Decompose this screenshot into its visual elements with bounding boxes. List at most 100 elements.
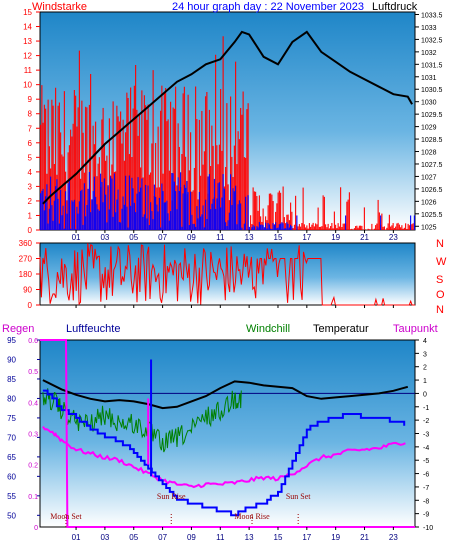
- right-tick-label: 1032.5: [421, 37, 443, 44]
- panel3-background: [39, 339, 416, 528]
- right-tick-label: 1030.5: [421, 87, 443, 94]
- temp-tick-label: -1: [423, 405, 429, 412]
- legend-temperatur: Temperatur: [313, 323, 369, 335]
- humidity-tick-label: 90: [7, 355, 16, 364]
- right-axis-label: Luftdruck: [372, 1, 418, 13]
- temp-tick-label: -9: [423, 512, 429, 519]
- left-axis-label: Windstarke: [32, 1, 87, 13]
- compass-letter: N: [436, 238, 444, 250]
- temp-tick-label: -2: [423, 418, 429, 425]
- dir-tick-label: 360: [19, 239, 33, 248]
- legend-taupunkt: Taupunkt: [393, 323, 438, 335]
- right-tick-label: 1025: [421, 224, 437, 231]
- chart-title: 24 hour graph day : 22 November 2023: [172, 1, 364, 13]
- p3-x-tick-label: 13: [245, 533, 254, 542]
- panel1-background: [39, 11, 416, 231]
- wind-bars-layer: [40, 36, 415, 230]
- left-tick-label: 6: [28, 139, 33, 148]
- x-tick-label: 15: [274, 233, 283, 242]
- x-tick-label: 07: [158, 233, 167, 242]
- temp-tick-label: 2: [423, 365, 427, 372]
- rain-tick-label: 0.5: [28, 369, 38, 376]
- x-tick-label: 13: [245, 233, 254, 242]
- astro-label: Sun Set: [286, 492, 311, 501]
- x-tick-label: 11: [216, 233, 225, 242]
- p3-x-tick-label: 01: [72, 533, 81, 542]
- left-tick-label: 10: [23, 81, 32, 90]
- temp-tick-label: -3: [423, 432, 429, 439]
- p3-x-tick-label: 23: [389, 533, 398, 542]
- left-tick-label: 13: [23, 37, 32, 46]
- right-tick-label: 1029.5: [421, 112, 443, 119]
- humidity-tick-label: 65: [7, 453, 16, 462]
- right-tick-label: 1028.5: [421, 137, 443, 144]
- humidity-tick-label: 70: [7, 433, 16, 442]
- compass-letter: W: [436, 256, 447, 268]
- right-tick-label: 1029: [421, 125, 437, 132]
- left-tick-label: 12: [23, 52, 32, 61]
- p3-x-tick-label: 15: [274, 533, 283, 542]
- x-tick-label: 21: [360, 233, 369, 242]
- right-tick-label: 1025.5: [421, 212, 443, 219]
- right-tick-label: 1031.5: [421, 62, 443, 69]
- x-tick-label: 05: [129, 233, 138, 242]
- temp-tick-label: -8: [423, 498, 429, 505]
- temp-tick-label: -10: [423, 525, 433, 532]
- dir-tick-label: 90: [23, 286, 32, 295]
- temp-tick-label: 4: [423, 338, 427, 345]
- x-tick-label: 23: [389, 233, 398, 242]
- rain-tick-label: 0.3: [28, 432, 38, 439]
- humidity-tick-label: 85: [7, 375, 16, 384]
- p3-x-tick-label: 03: [100, 533, 109, 542]
- compass-letter: N: [436, 304, 444, 316]
- compass-letter: S: [436, 274, 443, 286]
- right-tick-label: 1027.5: [421, 162, 443, 169]
- left-tick-label: 7: [28, 124, 33, 133]
- wind-direction-line: [39, 243, 415, 306]
- left-tick-label: 8: [28, 110, 33, 119]
- rain-tick-label: 0.2: [28, 463, 38, 470]
- x-tick-label: 01: [72, 233, 81, 242]
- dir-tick-label: 180: [19, 270, 33, 279]
- dir-tick-label: 0: [28, 301, 33, 310]
- dir-tick-label: 270: [19, 255, 33, 264]
- x-tick-label: 19: [331, 233, 340, 242]
- axes-layer: 012345678910111213141510251025.510261026…: [7, 8, 447, 542]
- rain-tick-label: 0.4: [28, 400, 38, 407]
- compass-letter: O: [436, 289, 445, 301]
- right-tick-label: 1026: [421, 199, 437, 206]
- temp-tick-label: 0: [423, 391, 427, 398]
- series-lines-layer: [39, 30, 415, 528]
- right-tick-label: 1026.5: [421, 187, 443, 194]
- temperature-line: [42, 379, 409, 410]
- rain-tick-label: 0.1: [28, 494, 38, 501]
- temp-tick-label: -6: [423, 472, 429, 479]
- p3-x-tick-label: 05: [129, 533, 138, 542]
- x-tick-label: 03: [100, 233, 109, 242]
- humidity-tick-label: 75: [7, 414, 16, 423]
- left-tick-label: 15: [23, 8, 32, 17]
- left-tick-label: 4: [28, 168, 33, 177]
- left-tick-label: 0: [28, 226, 33, 235]
- rain-tick-label: 0.6: [28, 338, 38, 345]
- x-tick-label: 17: [302, 233, 311, 242]
- legend-regen: Regen: [2, 323, 34, 335]
- humidity-tick-label: 50: [7, 511, 16, 520]
- right-tick-label: 1028: [421, 150, 437, 157]
- p3-x-tick-label: 11: [216, 533, 225, 542]
- temp-tick-label: -5: [423, 458, 429, 465]
- dewpoint-line: [42, 426, 406, 489]
- pressure-line: [42, 30, 413, 205]
- astro-label: Moon Set: [50, 512, 82, 521]
- temp-tick-label: 3: [423, 351, 427, 358]
- left-tick-label: 2: [28, 197, 33, 206]
- right-tick-label: 1031: [421, 75, 437, 82]
- temp-tick-label: -7: [423, 485, 429, 492]
- humidity-tick-label: 55: [7, 492, 16, 501]
- humidity-line: [42, 389, 406, 517]
- legend-luftfeuchte: Luftfeuchte: [66, 323, 120, 335]
- right-tick-label: 1033.5: [421, 12, 443, 19]
- left-tick-label: 11: [24, 66, 33, 75]
- humidity-tick-label: 60: [7, 472, 16, 481]
- rain-tick-label: 0: [34, 525, 38, 532]
